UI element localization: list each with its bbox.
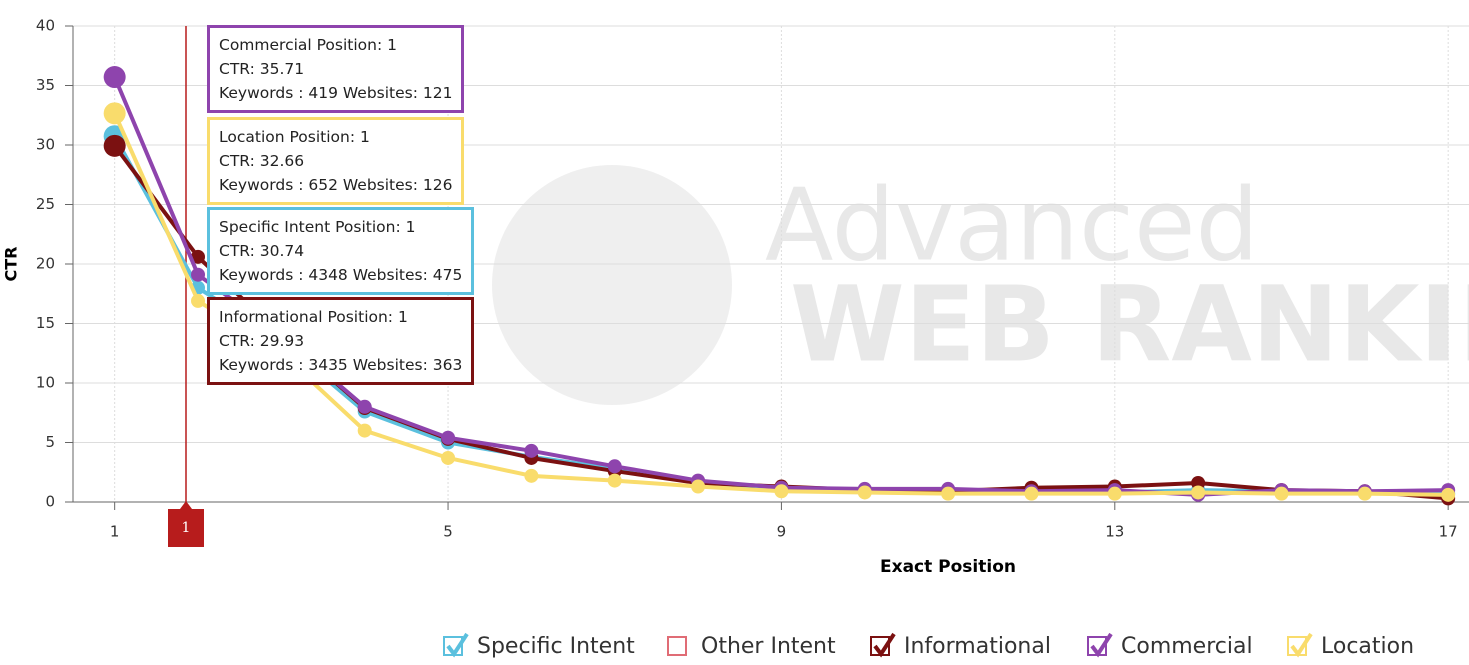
x-tick-label: 17	[1439, 523, 1458, 541]
legend-item[interactable]: Specific Intent	[443, 628, 635, 664]
y-axis-title: CTR	[2, 247, 21, 282]
data-point	[524, 468, 539, 483]
legend-label: Location	[1321, 633, 1415, 659]
tooltip-line: Keywords : 652 Websites: 126	[219, 176, 453, 194]
x-tick-label: 9	[777, 523, 787, 541]
legend-label: Commercial	[1121, 633, 1253, 659]
data-point	[1107, 486, 1122, 501]
tooltip-line: Commercial Position: 1	[219, 36, 397, 54]
check	[1090, 632, 1113, 658]
y-tick-label: 25	[36, 195, 55, 213]
legend: Specific Intent Other Intent Informational…	[0, 628, 1469, 664]
tooltip-line: CTR: 32.66	[219, 152, 305, 170]
tooltip-line: Keywords : 3435 Websites: 363	[219, 356, 463, 374]
tooltip-line: Keywords : 419 Websites: 121	[219, 84, 453, 102]
data-point	[1274, 486, 1289, 501]
data-point	[441, 430, 456, 445]
data-point	[1024, 486, 1039, 501]
y-tick-label: 15	[36, 314, 55, 332]
tooltip: Location Position: 1 CTR: 32.66 Keywords :…	[207, 117, 465, 205]
watermark-text: WEB RANKING	[790, 263, 1469, 385]
data-point	[691, 479, 706, 494]
y-tick-label: 35	[36, 76, 55, 94]
data-point	[607, 473, 622, 488]
tooltip-line: Keywords : 4348 Websites: 475	[219, 266, 463, 284]
tooltip-line: CTR: 35.71	[219, 60, 305, 78]
data-point	[524, 443, 539, 458]
data-point	[1191, 485, 1206, 500]
data-point	[607, 459, 622, 474]
x-tick-label: 1	[110, 523, 120, 541]
data-point	[191, 293, 206, 308]
legend-checkbox	[667, 636, 687, 656]
y-tick-label: 20	[36, 255, 55, 273]
checkmark	[1290, 632, 1313, 658]
data-point	[103, 134, 126, 157]
legend-label: Informational	[904, 633, 1051, 659]
tooltip-line: Informational Position: 1	[219, 308, 408, 326]
crosshair-pointer	[180, 501, 192, 509]
y-tick-label: 0	[45, 493, 55, 511]
y-tick-label: 40	[36, 17, 55, 35]
legend-checkbox	[1287, 632, 1313, 658]
y-tick-label: 30	[36, 136, 55, 154]
legend-checkbox	[443, 632, 469, 658]
legend-item[interactable]: Informational	[870, 628, 1051, 664]
tooltip-line: CTR: 29.93	[219, 332, 305, 350]
legend-label: Specific Intent	[477, 633, 635, 659]
data-point	[191, 249, 206, 264]
crosshair-label: 1	[182, 520, 191, 536]
legend-checkbox	[1087, 632, 1113, 658]
tooltip-line: CTR: 30.74	[219, 242, 305, 260]
legend-item[interactable]: Other Intent	[667, 628, 836, 664]
x-tick-label: 5	[443, 523, 453, 541]
data-point	[191, 267, 206, 282]
check	[1290, 632, 1313, 658]
y-tick-label: 10	[36, 374, 55, 392]
legend-checkbox	[870, 632, 896, 658]
data-point	[357, 423, 372, 438]
checkmark	[1090, 632, 1113, 658]
tooltip: Informational Position: 1 CTR: 29.93 Keywo…	[207, 297, 475, 385]
y-tick-label: 5	[45, 433, 55, 451]
crosshair-label-box	[168, 509, 204, 547]
tooltip: Specific Intent Position: 1 CTR: 30.74 Key…	[207, 207, 475, 295]
data-point	[857, 485, 872, 500]
tooltip-line: Specific Intent Position: 1	[219, 218, 416, 236]
checkmark	[873, 632, 896, 658]
watermark-globe	[492, 165, 732, 405]
legend-item[interactable]: Commercial	[1087, 628, 1253, 664]
data-point	[103, 102, 126, 125]
check	[446, 632, 469, 658]
checkmark	[446, 632, 469, 658]
data-point	[1441, 487, 1456, 502]
x-axis-title: Exact Position	[880, 557, 1016, 577]
data-point	[441, 450, 456, 465]
data-point	[103, 66, 126, 89]
x-tick-label: 13	[1105, 523, 1124, 541]
data-point	[357, 399, 372, 414]
data-point	[1357, 486, 1372, 501]
tooltip-line: Location Position: 1	[219, 128, 370, 146]
check	[873, 632, 896, 658]
tooltip: Commercial Position: 1 CTR: 35.71 Keywords…	[207, 25, 465, 113]
legend-item[interactable]: Location	[1287, 628, 1414, 664]
data-point	[941, 486, 956, 501]
data-point	[774, 484, 789, 499]
legend-label: Other Intent	[701, 633, 836, 659]
